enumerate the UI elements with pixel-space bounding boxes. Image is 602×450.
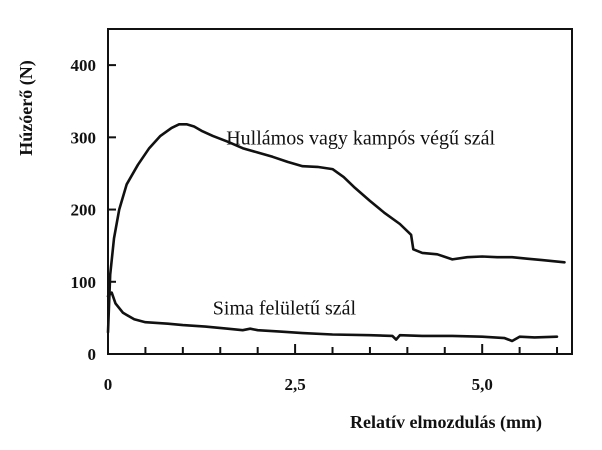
y-tick-label: 200 (71, 201, 97, 220)
annotation-layer: Hullámos vagy kampós végű szál Sima felül… (213, 128, 496, 320)
series-layer (106, 123, 566, 343)
y-tick-label: 300 (71, 128, 97, 147)
y-axis-title: Húzóerő (N) (16, 60, 37, 155)
y-tick-label: 400 (71, 56, 97, 75)
series-line-hullamos (106, 123, 566, 334)
y-tick-label: 0 (88, 345, 97, 364)
plot-frame (107, 28, 573, 355)
series-line-sima (106, 291, 559, 343)
x-tick-label: 2,5 (284, 375, 305, 394)
annotation-sima: Sima felületű szál (213, 297, 357, 319)
annotation-hullamos: Hullámos vagy kampós végű szál (226, 128, 495, 150)
x-tick-label: 5,0 (472, 375, 493, 394)
x-tick-label: 0 (104, 375, 113, 394)
x-axis-title: Relatív elmozdulás (mm) (350, 412, 542, 433)
axis-ticks (108, 64, 559, 355)
tick-labels: 0 100 200 300 400 0 2,5 5,0 (71, 56, 493, 394)
y-tick-label: 100 (71, 273, 97, 292)
